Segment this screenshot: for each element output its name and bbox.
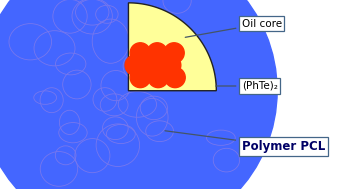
- Ellipse shape: [165, 67, 185, 88]
- Ellipse shape: [125, 55, 145, 75]
- Ellipse shape: [143, 55, 163, 75]
- Ellipse shape: [147, 43, 167, 63]
- Ellipse shape: [161, 55, 181, 75]
- Ellipse shape: [164, 43, 184, 63]
- Polygon shape: [128, 3, 216, 91]
- Text: Polymer PCL: Polymer PCL: [165, 131, 325, 153]
- Ellipse shape: [44, 166, 213, 183]
- Ellipse shape: [130, 67, 150, 88]
- Text: (PhTe)₂: (PhTe)₂: [216, 81, 277, 91]
- Text: Oil core: Oil core: [185, 19, 282, 37]
- Ellipse shape: [0, 0, 277, 189]
- Ellipse shape: [130, 43, 150, 63]
- Ellipse shape: [148, 67, 168, 88]
